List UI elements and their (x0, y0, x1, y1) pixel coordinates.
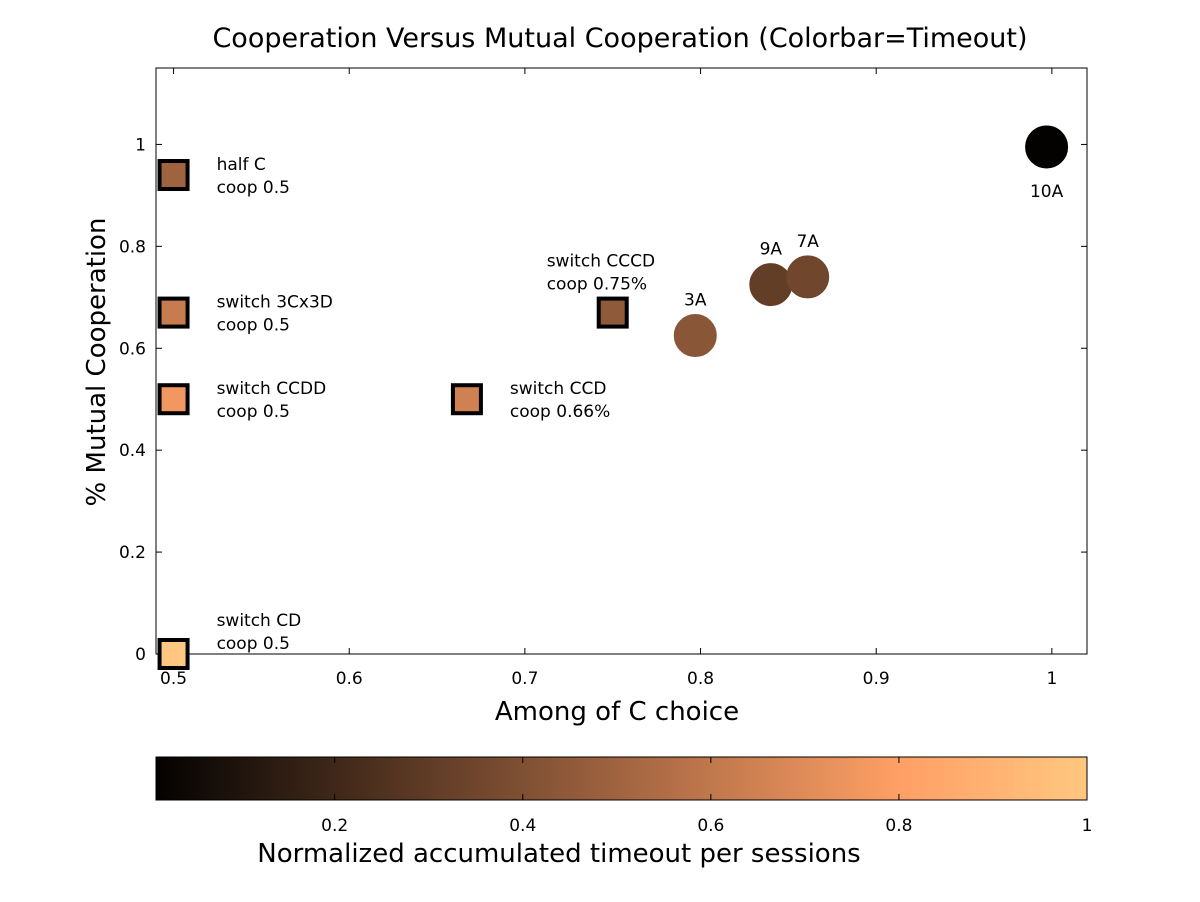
colorbar-tick-label: 0.8 (885, 816, 912, 836)
square-marker (157, 638, 190, 670)
point-label: 9A (760, 240, 783, 260)
x-tick-label: 0.5 (160, 669, 187, 689)
point-label: switch CCDD (217, 379, 327, 399)
y-tick-label: 0.4 (119, 441, 146, 461)
y-tick-label: 0.8 (119, 237, 146, 257)
circle-marker (1025, 125, 1069, 169)
circle-marker (749, 263, 793, 307)
point-label: 10A (1030, 182, 1064, 202)
circle-marker (673, 314, 717, 358)
colorbar-tick-label: 0.2 (321, 816, 348, 836)
x-tick-label: 1 (1046, 669, 1057, 689)
square-marker (450, 383, 483, 416)
x-tick-label: 0.6 (336, 669, 363, 689)
point-label: 7A (796, 232, 819, 252)
square-marker (157, 159, 190, 192)
plot-area (155, 67, 1088, 655)
y-axis-label: % Mutual Cooperation (82, 218, 112, 507)
colorbar-label: Normalized accumulated timeout per sessi… (257, 839, 860, 869)
chart-title: Cooperation Versus Mutual Cooperation (C… (212, 23, 1027, 54)
x-tick-label: 0.8 (687, 669, 714, 689)
square-marker (157, 296, 190, 329)
colorbar (155, 756, 1088, 801)
point-label: coop 0.5 (217, 178, 290, 198)
colorbar-tick-label: 1 (1082, 816, 1093, 836)
point-label: switch CCCD (547, 252, 655, 272)
point-label: coop 0.5 (217, 316, 290, 336)
point-label: coop 0.5 (217, 634, 290, 654)
square-marker (157, 383, 190, 416)
square-marker (596, 296, 629, 329)
point-label: half C (217, 155, 266, 175)
x-axis-label: Among of C choice (495, 697, 739, 727)
point-label: 3A (684, 291, 707, 311)
colorbar-tick-label: 0.4 (509, 816, 536, 836)
point-label: coop 0.66% (510, 402, 610, 422)
y-tick-label: 0.6 (119, 339, 146, 359)
point-label: coop 0.5 (217, 402, 290, 422)
circle-marker (786, 255, 830, 299)
point-label: switch CD (217, 611, 302, 631)
y-tick-label: 0.2 (119, 543, 146, 563)
point-label: switch CCD (510, 379, 607, 399)
colorbar-tick-label: 0.6 (697, 816, 724, 836)
y-tick-label: 0 (135, 645, 146, 665)
point-label: coop 0.75% (547, 275, 647, 295)
y-tick-label: 1 (135, 135, 146, 155)
point-label: switch 3Cx3D (217, 293, 333, 313)
x-tick-label: 0.7 (511, 669, 538, 689)
x-tick-label: 0.9 (863, 669, 890, 689)
